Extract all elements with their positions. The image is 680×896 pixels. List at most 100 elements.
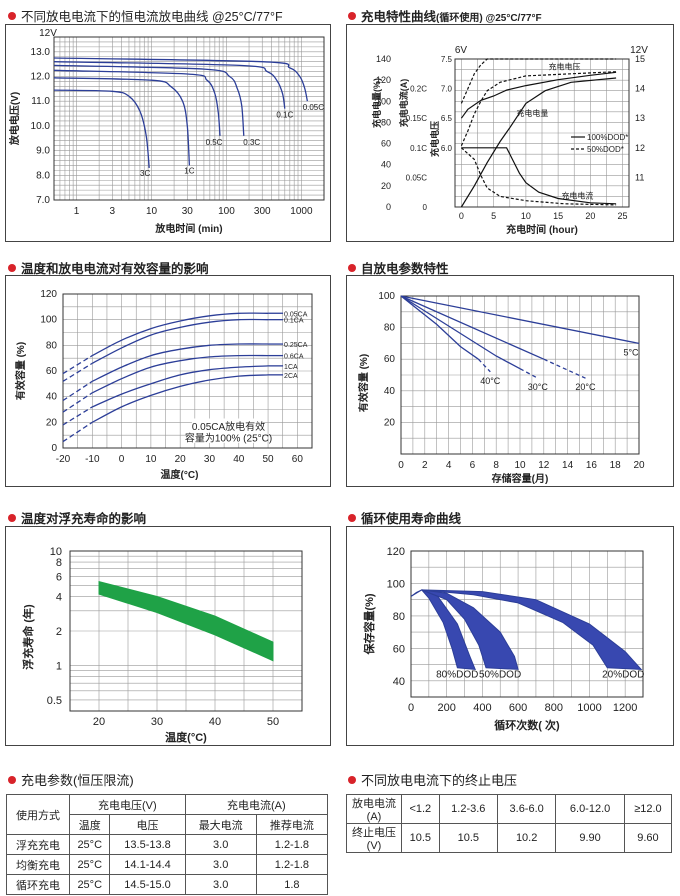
y-tick-label: 8 (56, 557, 62, 569)
cell-voltage: 10.2 (496, 823, 557, 853)
x-tick-label: 800 (545, 702, 563, 714)
series-label-1CA: 1CA (284, 364, 298, 371)
title-self-discharge: 自放电参数特性 (348, 258, 449, 277)
series-line-30°C (400, 295, 521, 370)
series-line-dashed-20°C (543, 358, 586, 379)
y-tick-label: 120 (376, 75, 391, 85)
x-tick-label: -20 (56, 454, 71, 465)
y-axis-label-current: 充电电流(A) (398, 79, 409, 128)
y-tick-label: 0 (423, 203, 428, 212)
table-row: 均衡充电 25°C 14.1-14.4 3.0 1.2-1.8 (6, 854, 329, 875)
annotation-current: 充电电流 (561, 191, 593, 201)
series-line-dashed-0.25CA (62, 380, 93, 402)
cell-temp: 25°C (68, 874, 111, 895)
y-tick-label: 20 (46, 417, 58, 428)
y-axis-label: 有效容量 (%) (14, 342, 27, 400)
y-tick-label-12v: 11 (635, 172, 644, 182)
y-tick-label: 120 (387, 546, 405, 558)
cell-rec: 1.2-1.8 (255, 854, 329, 875)
series-line-1C (53, 77, 191, 166)
series-line-0.1CA (91, 318, 269, 364)
y-tick-label: 100 (376, 96, 391, 106)
y-unit-12v: 12V (630, 45, 648, 56)
x-tick-label: 2 (422, 460, 428, 471)
header-max-current: 最大电流 (184, 814, 257, 835)
x-tick-label: 15 (553, 211, 563, 221)
cell-max: 3.0 (184, 874, 257, 895)
header-use-mode: 使用方式 (6, 794, 70, 835)
y-axis-label-charge: 充电电量(%) (371, 78, 382, 128)
x-tick-label: 600 (509, 702, 527, 714)
header-volt: 电压 (109, 814, 186, 835)
plot-frame (69, 550, 303, 712)
discharge-chart: 7.0 8.0 9.0 10.0 11.0 12.0 13.0 1 3 10 30 100 300 100… (8, 28, 325, 235)
temp-capacity-chart-panel: 0 20 40 60 80 100 120 -20 -10 0 10 20 30 40 50 60 温度(°C)… (5, 275, 331, 487)
plot-frame (410, 550, 644, 698)
charge-params-table: 使用方式 充电电压(V) 充电电流(A) 温度 电压 最大电流 推荐电流 浮充充… (6, 794, 329, 895)
series-line-0.6CA (92, 354, 269, 394)
x-tick-label: 300 (254, 206, 271, 217)
cell-current: 6.0-12.0 (555, 794, 625, 824)
y-axis-label: 浮充寿命 (年) (21, 604, 35, 670)
band-50%DOD (421, 589, 519, 670)
x-tick-label: 4 (446, 460, 452, 471)
cell-max: 3.0 (184, 854, 257, 875)
title-cutoff-voltage: 不同放电电流下的终止电压 (348, 770, 517, 789)
x-tick-label: 10 (145, 454, 157, 465)
x-tick-label: 30 (182, 206, 194, 217)
y-unit-label: 12V (39, 28, 57, 39)
x-tick-label: 200 (438, 702, 456, 714)
header-discharge-current: 放电电流(A) (346, 794, 402, 824)
x-axis-label: 存储容量(月) (492, 472, 549, 485)
bullet-icon (8, 514, 16, 522)
bullet-icon (8, 12, 16, 20)
y-axis-label-voltage: 充电电压 (429, 121, 440, 157)
x-tick-label: 0 (119, 454, 125, 465)
cell-voltage: 9.60 (623, 823, 673, 853)
x-tick-label: 16 (586, 460, 598, 471)
self-discharge-chart-panel: 20 40 60 80 100 0 2 4 6 8 10 12 14 16 18 20 存储容量(月) 有效容量 … (346, 275, 674, 487)
float-life-band (98, 580, 274, 662)
y-tick-label: 40 (381, 160, 391, 170)
x-tick-label: 14 (562, 460, 574, 471)
x-tick-label: 0 (408, 702, 414, 714)
series-line-dashed-2CA (62, 421, 93, 443)
plot-frame (62, 293, 313, 449)
y-tick-label: 2 (56, 626, 62, 638)
series-line-充电电流-50 (460, 147, 617, 206)
series-label-0.05CA: 0.05CA (284, 311, 308, 318)
x-tick-label: 60 (292, 454, 304, 465)
y-tick-label: 1 (56, 660, 62, 672)
series-line-0.1C (53, 61, 286, 109)
y-tick-label: 40 (46, 392, 58, 403)
series-label-40°C: 40°C (480, 376, 501, 386)
series-line-20°C (400, 295, 545, 360)
y-tick-label: 40 (384, 386, 396, 397)
y-tick-label-12v: 13 (635, 113, 645, 123)
charge-chart: 020406080100120140充电电量(%)00.05C0.1C0.15C… (371, 45, 648, 236)
y-tick-label: 10.0 (31, 121, 51, 132)
series-label-0.6CA: 0.6CA (284, 354, 304, 361)
y-tick-label: 60 (384, 354, 396, 365)
y-tick-label: 12.0 (31, 72, 51, 83)
y-tick-label: 0.5 (47, 695, 62, 707)
cell-rec: 1.8 (255, 874, 329, 895)
y-tick-label: 40 (393, 676, 405, 688)
x-tick-label: 1000 (577, 702, 601, 714)
band-80%DOD (410, 589, 476, 670)
series-line-dashed-30°C (519, 368, 539, 379)
x-tick-label: 12 (538, 460, 550, 471)
cell-rec: 1.2-1.8 (255, 834, 329, 855)
charge-chart-panel: 0 20 40 60 80 100 120 140 充电电量(%) 0 0.05C 0.1C 0.15C… (346, 24, 674, 242)
cell-voltage: 10.5 (438, 823, 498, 853)
y-tick-label: 6 (56, 571, 62, 583)
y-axis-label: 放电电压(V) (8, 92, 21, 146)
header-charge-current: 充电电流(A) (184, 794, 329, 815)
y-tick-label: 100 (378, 291, 395, 302)
x-tick-label: -10 (85, 454, 100, 465)
y-tick-label: 8.0 (36, 170, 50, 181)
float-life-chart: 0.5 1 2 4 6 810 20 30 40 50 温度(°C) 浮充寿命 (年) (21, 546, 303, 744)
y-tick-label: 140 (376, 54, 391, 64)
x-tick-label: 50 (267, 716, 279, 728)
x-tick-label: 1000 (290, 206, 313, 217)
